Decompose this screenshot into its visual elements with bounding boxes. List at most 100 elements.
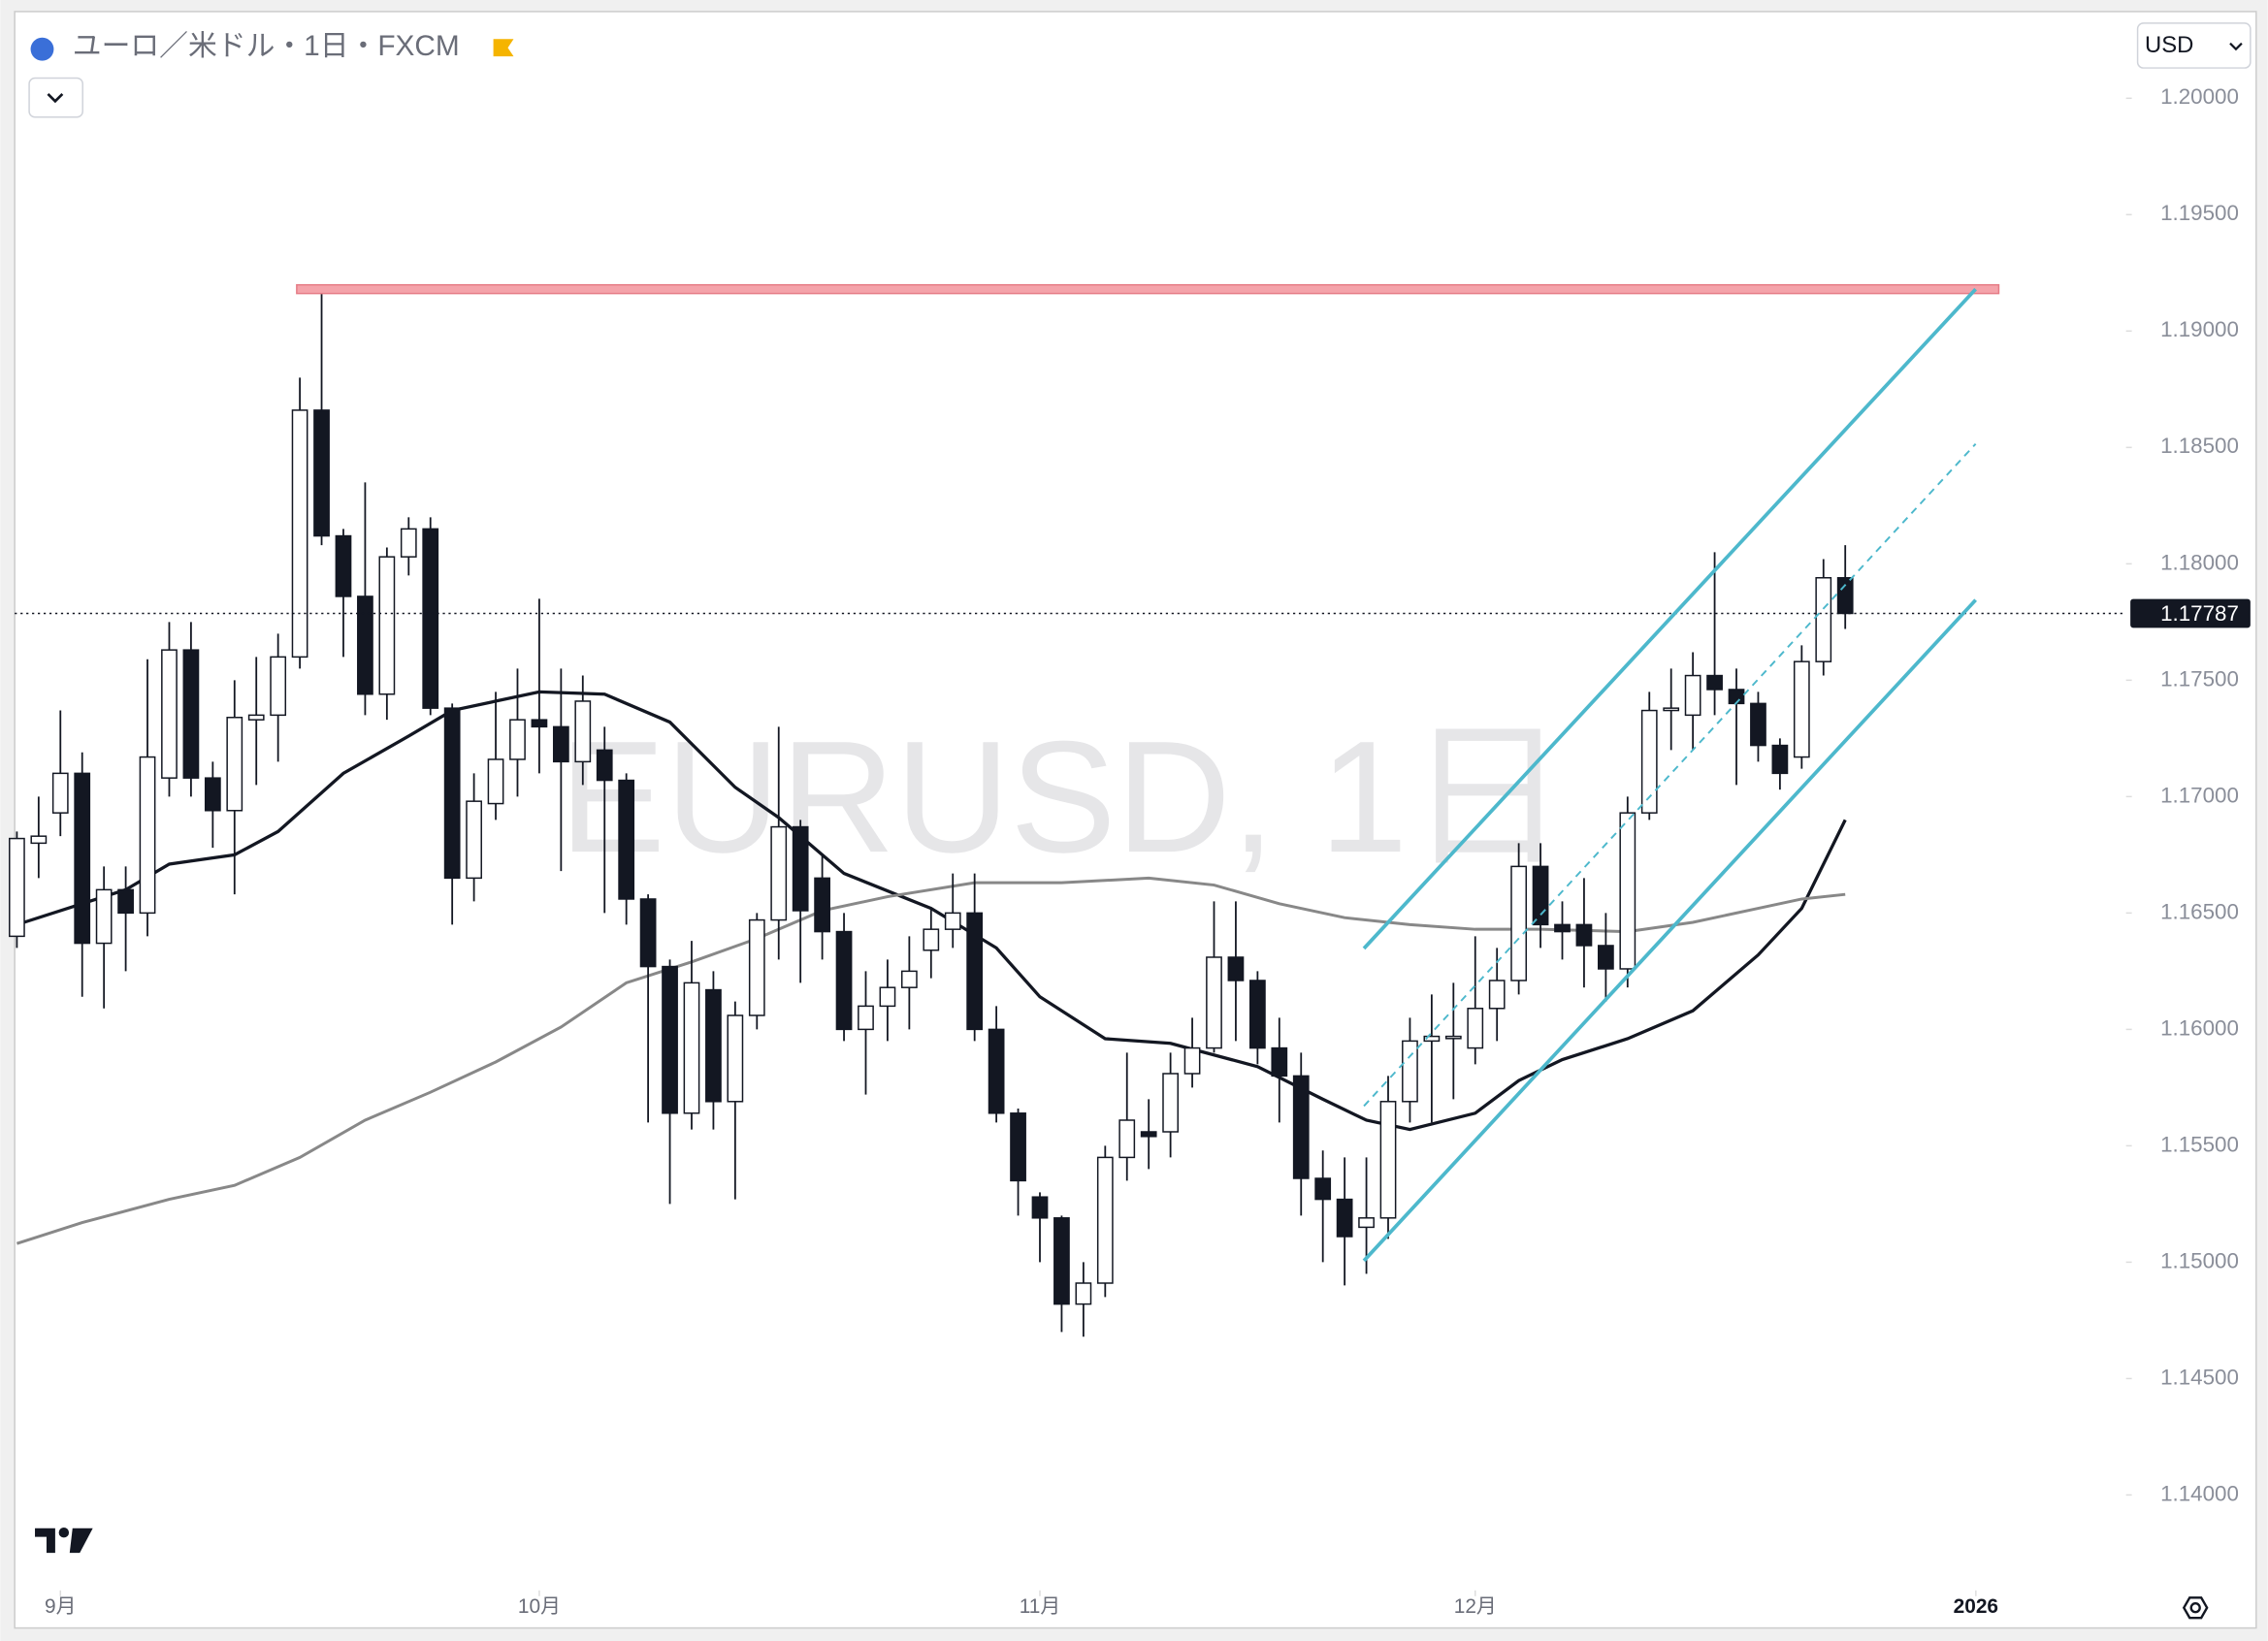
y-tick-label: 1.15500 xyxy=(2160,1132,2239,1156)
candle-body xyxy=(487,758,504,805)
candle-body xyxy=(400,528,417,558)
candle-body xyxy=(1532,865,1549,926)
moving-average xyxy=(16,690,1847,1132)
y-tick-label: 1.14500 xyxy=(2160,1365,2239,1389)
y-tick-label: 1.18500 xyxy=(2160,434,2239,458)
settings-icon[interactable] xyxy=(2182,1596,2209,1620)
candle-body xyxy=(9,837,25,938)
candle-body xyxy=(1031,1196,1049,1219)
collapse-button[interactable] xyxy=(28,77,83,118)
candle-body xyxy=(705,988,722,1103)
candle-body xyxy=(226,717,243,812)
currency-label[interactable]: USD xyxy=(2145,32,2193,58)
candle-body xyxy=(378,556,396,695)
candle-body xyxy=(1728,689,1745,705)
candle-body xyxy=(1619,812,1636,970)
candle-body xyxy=(1118,1119,1136,1159)
plot-area: 1.14000 1.14500 1.15000 1.15500 1.16000 1.165… xyxy=(9,84,2251,1618)
candle-body xyxy=(1771,744,1789,775)
candle-body xyxy=(574,700,592,763)
candle-body xyxy=(1663,707,1680,712)
candle-body xyxy=(1815,577,1832,662)
candle-body xyxy=(858,1005,874,1031)
channel-lower[interactable] xyxy=(1362,598,1977,1263)
candle-body xyxy=(95,888,113,945)
candle-body xyxy=(1271,1046,1288,1078)
candle-body xyxy=(966,912,984,1031)
candle-body xyxy=(1793,660,1810,758)
symbol-title[interactable]: ユーロ／米ドル・1日・FXCM xyxy=(73,30,460,62)
candle-body xyxy=(1162,1073,1179,1133)
candle-body xyxy=(204,777,221,812)
candle-body xyxy=(443,707,461,880)
flag-icon xyxy=(493,39,514,57)
candle-body xyxy=(1444,1035,1462,1040)
y-tick-label: 1.16500 xyxy=(2160,899,2239,923)
candle-body xyxy=(1575,923,1593,947)
y-tick-label: 1.19500 xyxy=(2160,201,2239,225)
candle-body xyxy=(639,898,657,968)
y-tick-label: 1.14000 xyxy=(2160,1481,2239,1505)
candle-body xyxy=(1554,923,1571,933)
candle-body xyxy=(1423,1035,1441,1043)
candle-body xyxy=(748,918,765,1016)
candle-body xyxy=(879,986,896,1008)
candle-body xyxy=(509,719,526,760)
last-price-box xyxy=(2130,598,2251,628)
candle-body xyxy=(1358,1217,1375,1229)
candle-body xyxy=(1836,577,1854,615)
candle-body xyxy=(531,719,548,728)
symbol-icon xyxy=(30,37,54,61)
candle-body xyxy=(247,714,265,721)
candle-body xyxy=(1402,1040,1418,1103)
candle-body xyxy=(1075,1282,1092,1305)
candle-body xyxy=(1292,1075,1310,1179)
resistance-zone[interactable] xyxy=(296,283,2000,295)
candle-body xyxy=(1467,1008,1484,1049)
candle-body xyxy=(1227,956,1245,981)
candle-body xyxy=(313,409,330,537)
y-tick-label: 1.17000 xyxy=(2160,783,2239,807)
candle-body xyxy=(1336,1198,1353,1238)
candle-body xyxy=(596,749,613,782)
candle-body xyxy=(357,595,373,695)
candle-body xyxy=(1510,865,1528,981)
candle-body xyxy=(1140,1131,1157,1138)
y-tick-label: 1.20000 xyxy=(2160,84,2239,109)
candle-body xyxy=(335,534,352,597)
y-tick-label: 1.16000 xyxy=(2160,1015,2239,1040)
y-tick-label: 1.17500 xyxy=(2160,666,2239,691)
candle-body xyxy=(727,1014,744,1103)
candle-body xyxy=(900,970,918,988)
y-tick-label: 1.19000 xyxy=(2160,317,2239,341)
candle-body xyxy=(270,656,287,717)
last-price-label: 1.17787 xyxy=(2160,601,2239,626)
candle-body xyxy=(770,825,788,921)
x-tick-label: 12月 xyxy=(1454,1595,1497,1618)
candle-body xyxy=(161,649,178,779)
candle-body xyxy=(1750,702,1766,747)
channel-mid[interactable] xyxy=(1363,443,1977,1108)
candle-body xyxy=(792,825,809,912)
currency-button[interactable] xyxy=(2136,22,2252,69)
candle-body xyxy=(74,772,91,945)
candle-body xyxy=(51,772,69,814)
x-tick-label: 2026 xyxy=(1954,1595,1998,1618)
x-tick-label: 11月 xyxy=(1020,1595,1061,1618)
x-tick-label: 9月 xyxy=(45,1595,76,1618)
candle-body xyxy=(1314,1177,1332,1201)
y-tick-label: 1.18000 xyxy=(2160,550,2239,574)
candle-body xyxy=(552,725,569,763)
candle-body xyxy=(988,1028,1005,1114)
candle-body xyxy=(1096,1156,1114,1284)
candle-body xyxy=(618,779,635,900)
chevron xyxy=(47,92,64,104)
tv-logo xyxy=(35,1527,93,1554)
candle-body xyxy=(923,928,940,951)
candle-body xyxy=(30,835,48,845)
channel-upper[interactable] xyxy=(1362,287,1977,950)
candle-body xyxy=(466,800,482,880)
candle-body xyxy=(1598,945,1614,970)
candle-body xyxy=(1010,1112,1026,1182)
